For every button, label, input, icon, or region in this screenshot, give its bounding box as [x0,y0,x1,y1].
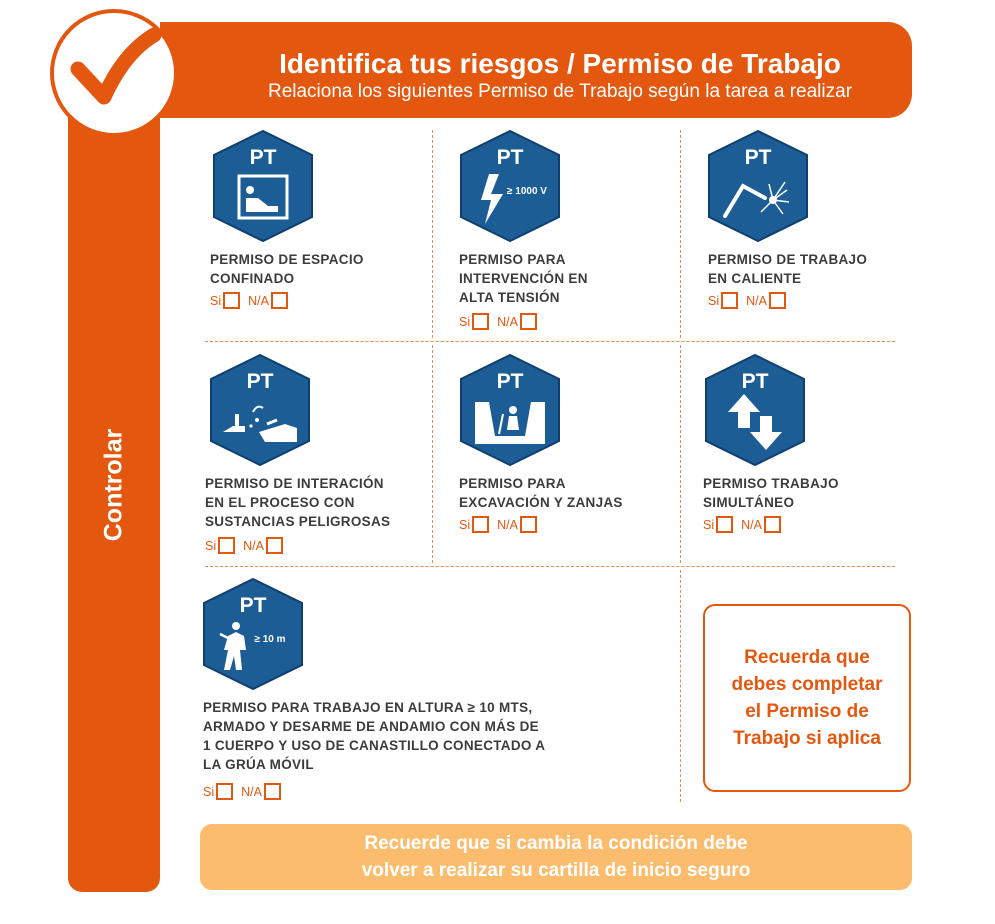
checkmark-icon [70,27,162,105]
grid-divider [432,345,433,563]
page-subtitle: Relaciona los siguientes Permiso de Trab… [267,81,853,102]
permit-label: PERMISO TRABAJO SIMULTÁNEO [703,476,839,510]
sidebar-bar [68,60,160,892]
hot-work-icon: PT [708,129,808,243]
permit-label: PERMISO PARA INTERVENCIÓN EN ALTA TENSIÓ… [459,252,588,305]
permit-options: Si N/A [459,516,545,533]
na-checkbox[interactable] [263,783,281,800]
footer-banner: Recuerde que si cambia la condición debe… [200,824,912,890]
permit-options: Si N/A [210,292,296,309]
checkmark-badge [50,9,178,137]
icon-caption: ≥ 1000 V [507,186,547,197]
icon-caption: ≥ 10 m [254,634,285,645]
yes-checkbox[interactable] [223,292,241,309]
sidebar-label: Controlar [99,428,128,542]
na-checkbox[interactable] [265,537,283,554]
na-checkbox[interactable] [768,292,786,309]
yes-checkbox[interactable] [216,783,234,800]
yes-checkbox[interactable] [472,313,490,330]
permit-options: Si N/A [708,292,794,309]
high-voltage-icon: PT ≥ 1000 V [460,129,560,243]
reminder-box: Recuerda que debes completar el Permiso … [703,604,911,792]
icon-badge-text: PT [250,146,277,169]
na-checkbox[interactable] [763,516,781,533]
permit-options: Si N/A [205,537,291,554]
yes-checkbox[interactable] [218,537,236,554]
header-banner [160,22,912,118]
icon-badge-text: PT [745,146,772,169]
permit-label: PERMISO PARA TRABAJO EN ALTURA ≥ 10 MTS,… [203,700,546,772]
permit-label: PERMISO DE ESPACIO CONFINADO [210,252,364,286]
work-at-height-icon: PT ≥ 10 m [203,577,303,691]
confined-space-icon: PT [213,129,313,243]
yes-checkbox[interactable] [472,516,490,533]
grid-divider [432,130,433,338]
grid-divider [680,570,681,802]
grid-divider [205,566,895,567]
permit-options: Si N/A [459,313,545,330]
permit-label: PERMISO DE TRABAJO EN CALIENTE [708,252,868,286]
icon-badge-text: PT [240,594,267,617]
simultaneous-work-icon: PT [705,353,805,467]
yes-checkbox[interactable] [721,292,739,309]
grid-divider [680,345,681,563]
icon-badge-text: PT [742,370,769,393]
grid-divider [680,130,681,338]
na-checkbox[interactable] [519,516,537,533]
na-checkbox[interactable] [270,292,288,309]
page-title: Identifica tus riesgos / Permiso de Trab… [279,48,841,79]
grid-divider [205,341,895,342]
permit-options: Si N/A [203,783,289,800]
icon-badge-text: PT [497,146,524,169]
footer-text: Recuerde que si cambia la condición debe… [361,833,751,881]
permit-options: Si N/A [703,516,789,533]
reminder-text: Recuerda que debes completar el Permiso … [731,647,883,749]
permit-label: PERMISO DE INTERACIÓN EN EL PROCESO CON … [205,476,391,529]
icon-badge-text: PT [497,370,524,393]
hazardous-substances-icon: PT [210,353,310,467]
excavation-icon: PT [460,353,560,467]
icon-badge-text: PT [247,370,274,393]
yes-checkbox[interactable] [716,516,734,533]
permit-label: PERMISO PARA EXCAVACIÓN Y ZANJAS [459,476,623,510]
na-checkbox[interactable] [519,313,537,330]
